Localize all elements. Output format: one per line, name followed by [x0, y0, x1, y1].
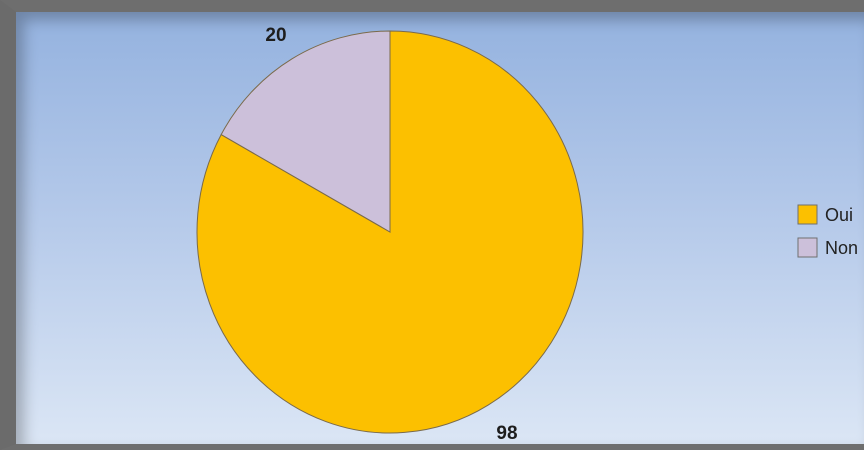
- data-label-non: 20: [265, 25, 286, 46]
- legend-swatch-non: [797, 237, 818, 258]
- pie-slice-non: [220, 30, 391, 233]
- data-label-oui: 98: [496, 423, 517, 444]
- legend-swatch-oui: [797, 204, 818, 225]
- legend-label-non: Non: [825, 238, 858, 258]
- legend-label-oui: Oui: [825, 205, 853, 225]
